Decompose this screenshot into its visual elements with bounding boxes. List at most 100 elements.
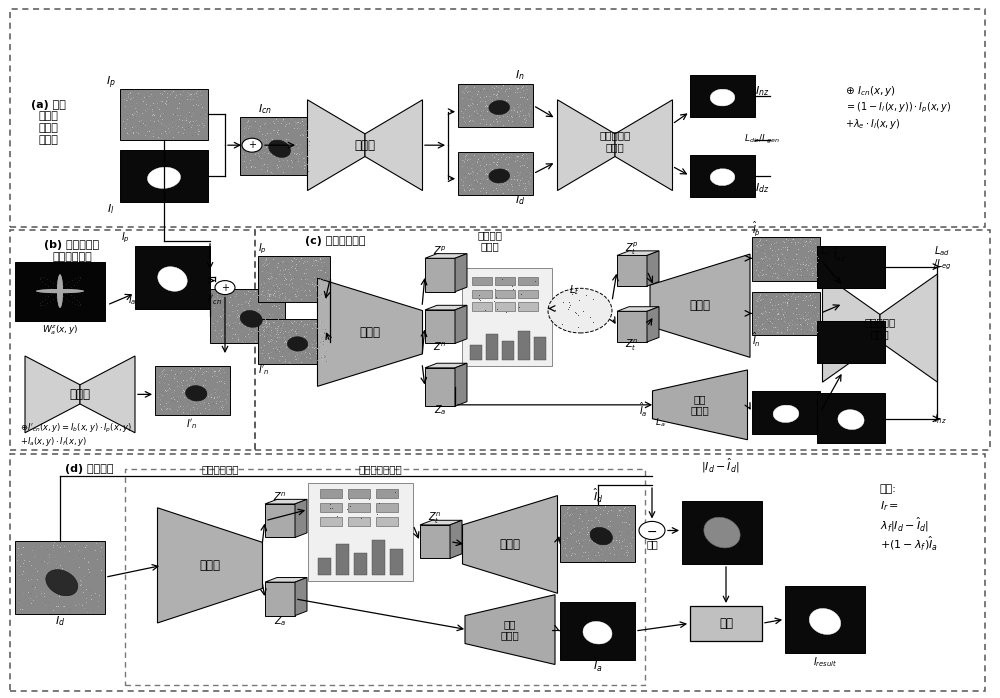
Polygon shape — [647, 251, 659, 286]
Bar — [518, 277, 538, 285]
Text: 相减: 相减 — [646, 540, 658, 549]
Ellipse shape — [57, 274, 63, 308]
Bar — [495, 302, 515, 311]
Ellipse shape — [269, 140, 291, 158]
Text: $Z^n$: $Z^n$ — [433, 341, 447, 353]
Bar — [617, 255, 647, 286]
Bar — [752, 237, 820, 281]
Bar — [752, 391, 820, 434]
Bar — [376, 517, 398, 526]
Text: 解码器: 解码器 — [690, 299, 710, 312]
Text: $\hat{I}_a$: $\hat{I}_a$ — [593, 655, 603, 674]
Text: $I_r=$: $I_r=$ — [880, 499, 899, 513]
Bar — [425, 310, 455, 343]
Polygon shape — [617, 251, 659, 255]
Circle shape — [242, 138, 262, 152]
Ellipse shape — [489, 169, 510, 183]
Ellipse shape — [809, 609, 841, 634]
Bar — [15, 262, 105, 321]
Text: (b) 基于高斯采
样的异常合成: (b) 基于高斯采 样的异常合成 — [44, 241, 100, 262]
Bar — [425, 368, 455, 406]
Polygon shape — [455, 363, 467, 406]
Text: $Z_a$: $Z_a$ — [274, 614, 286, 628]
Text: $I_{dz}$: $I_{dz}$ — [755, 181, 769, 195]
Text: $L_{ad}$: $L_{ad}$ — [934, 244, 950, 258]
Text: $L_r$: $L_r$ — [820, 245, 830, 258]
Polygon shape — [465, 595, 555, 664]
Bar — [462, 268, 552, 366]
Polygon shape — [420, 520, 462, 525]
Polygon shape — [647, 306, 659, 342]
Bar — [320, 489, 342, 498]
Text: $\lambda_f|I_d - \hat{I}_d|$: $\lambda_f|I_d - \hat{I}_d|$ — [880, 516, 929, 534]
Text: $I'_n$: $I'_n$ — [258, 363, 270, 377]
Polygon shape — [425, 253, 467, 258]
Bar — [425, 258, 455, 292]
Polygon shape — [652, 370, 747, 440]
Bar — [690, 75, 755, 117]
Text: 异常
解码器: 异常 解码器 — [501, 619, 519, 640]
Text: $Z^p_t$: $Z^p_t$ — [625, 241, 639, 258]
Polygon shape — [265, 577, 307, 582]
Text: 融合: 融合 — [719, 617, 733, 630]
Polygon shape — [80, 356, 135, 433]
Text: +: + — [221, 283, 229, 292]
Text: $=(1-I_l(x,y))\cdot I_p(x,y)$: $=(1-I_l(x,y))\cdot I_p(x,y)$ — [845, 101, 952, 115]
Polygon shape — [455, 305, 467, 343]
Text: $I_p$: $I_p$ — [121, 231, 129, 245]
Bar — [472, 277, 492, 285]
Bar — [265, 504, 295, 537]
Text: $|I_d - \hat{I}_d|$: $|I_d - \hat{I}_d|$ — [701, 457, 739, 475]
Polygon shape — [25, 356, 80, 433]
Bar — [518, 290, 538, 298]
Text: $W_a^z(x,y)$: $W_a^z(x,y)$ — [42, 323, 78, 337]
Circle shape — [548, 288, 612, 333]
Polygon shape — [318, 278, 422, 387]
Bar — [255, 230, 990, 450]
Text: 分割引导的
判别器: 分割引导的 判别器 — [864, 318, 896, 339]
Bar — [15, 541, 105, 614]
Bar — [10, 454, 985, 691]
Polygon shape — [365, 100, 422, 191]
Text: $\oplus I'_{cn}(x,y)=I_b(x,y)\cdot I_p(x,y)$: $\oplus I'_{cn}(x,y)=I_b(x,y)\cdot I_p(x… — [20, 422, 132, 435]
Polygon shape — [425, 363, 467, 368]
Bar — [817, 321, 885, 363]
Text: $+\lambda_e\cdot I_l(x,y)$: $+\lambda_e\cdot I_l(x,y)$ — [845, 117, 901, 131]
Ellipse shape — [704, 517, 740, 548]
Text: $\hat{I}_{nz}$: $\hat{I}_{nz}$ — [833, 246, 846, 264]
Text: $I_{result}$: $I_{result}$ — [813, 655, 837, 669]
Bar — [486, 334, 498, 360]
Bar — [376, 503, 398, 512]
Bar — [785, 586, 865, 653]
Text: $\oplus\ I_{cn}(x,y)$: $\oplus\ I_{cn}(x,y)$ — [845, 84, 896, 98]
Text: 特征嵌入
编码器: 特征嵌入 编码器 — [478, 230, 503, 251]
Ellipse shape — [36, 289, 84, 293]
Ellipse shape — [710, 169, 735, 186]
Bar — [817, 246, 885, 288]
Text: $I_a$: $I_a$ — [128, 293, 136, 307]
Ellipse shape — [838, 410, 864, 429]
Ellipse shape — [36, 289, 84, 293]
Ellipse shape — [57, 274, 63, 308]
Polygon shape — [615, 100, 672, 191]
Ellipse shape — [158, 267, 187, 291]
Text: $L_t$: $L_t$ — [569, 283, 579, 297]
Bar — [458, 84, 533, 127]
Text: $I_{nz}$: $I_{nz}$ — [755, 84, 769, 98]
Text: $L_a$: $L_a$ — [655, 416, 665, 429]
Bar — [125, 469, 645, 685]
Bar — [10, 9, 985, 227]
Bar — [120, 89, 208, 140]
Ellipse shape — [590, 528, 612, 545]
Bar — [817, 246, 885, 288]
Circle shape — [639, 521, 665, 540]
Bar — [348, 517, 370, 526]
Text: $I_p$: $I_p$ — [258, 242, 267, 256]
Bar — [155, 366, 230, 415]
Bar — [354, 553, 367, 575]
Bar — [390, 549, 403, 575]
Bar — [617, 311, 647, 342]
Text: $I'_{cn}$: $I'_{cn}$ — [207, 293, 223, 307]
Text: $Z^n_t$: $Z^n_t$ — [625, 338, 639, 353]
Text: $+I_a(x,y)\cdot I_f(x,y)$: $+I_a(x,y)\cdot I_f(x,y)$ — [20, 435, 87, 447]
